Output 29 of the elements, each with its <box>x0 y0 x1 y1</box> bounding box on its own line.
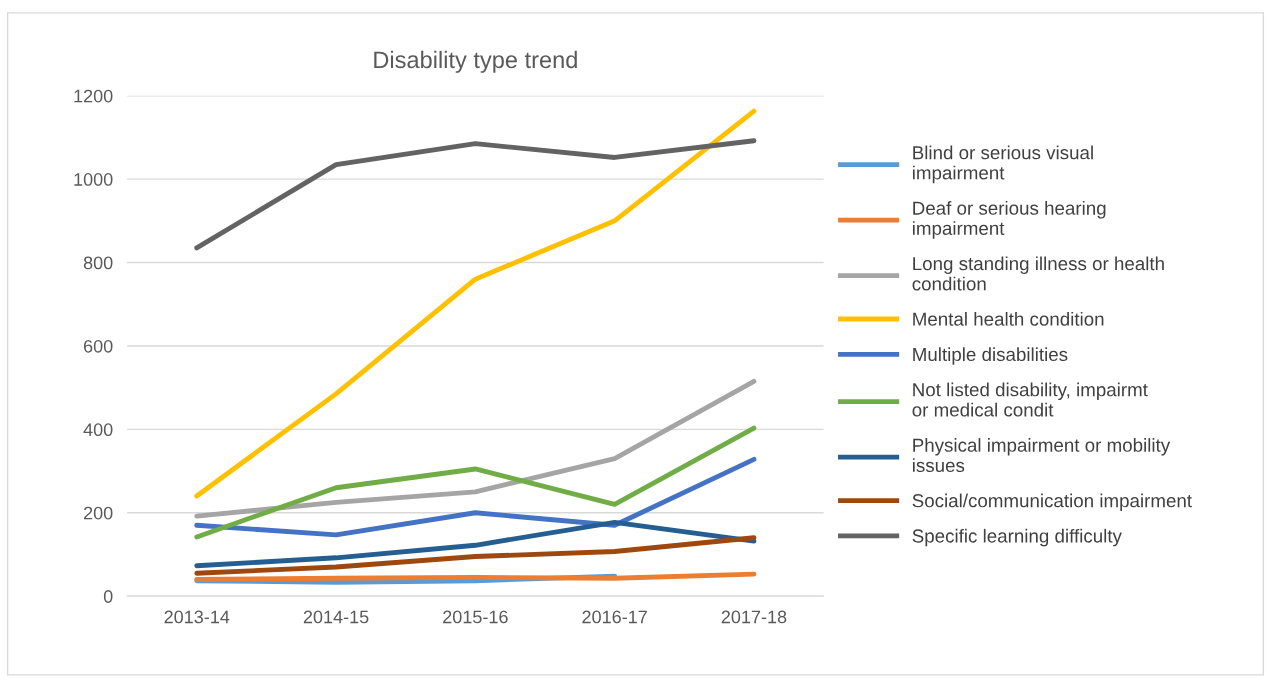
y-tick-label: 0 <box>103 590 113 603</box>
legend-label: Not listed disability, impairmt or medical condit <box>912 382 1148 417</box>
y-tick-label: 1000 <box>74 173 113 186</box>
x-tick-label: 2013-14 <box>164 610 230 624</box>
legend-label: Specific learning difficulty <box>912 528 1122 547</box>
line-series <box>194 535 757 576</box>
legend-label: Physical impairment or mobility issues <box>912 438 1171 473</box>
x-tick-label: 2015-16 <box>443 610 508 624</box>
legend-label: Social/communication impairment <box>912 493 1192 512</box>
legend-label: Long standing illness or health condition <box>912 256 1164 291</box>
legend-label: Multiple disabilities <box>913 347 1068 365</box>
x-tick-label: 2014-15 <box>303 610 369 624</box>
legend-label: Mental health condition <box>913 312 1104 326</box>
line-series <box>194 519 757 569</box>
x-tick-label: 2017-18 <box>721 610 787 624</box>
y-tick-label: 200 <box>84 506 113 520</box>
x-tick-label: 2016-17 <box>582 610 647 624</box>
legend-label: Deaf or serious hearing impairment <box>912 201 1106 239</box>
y-tick-label: 800 <box>83 256 113 270</box>
y-tick-label: 400 <box>83 423 113 437</box>
line-series <box>194 425 757 540</box>
line-series <box>194 138 757 251</box>
legend-label: Blind or serious visual impairment <box>912 145 1093 184</box>
y-tick-label: 600 <box>84 339 113 353</box>
y-tick-label: 1200 <box>74 89 113 103</box>
line-series <box>194 378 757 519</box>
chart-title: Disability type trend <box>374 50 577 73</box>
line-series <box>194 456 757 538</box>
line-series <box>194 108 757 499</box>
